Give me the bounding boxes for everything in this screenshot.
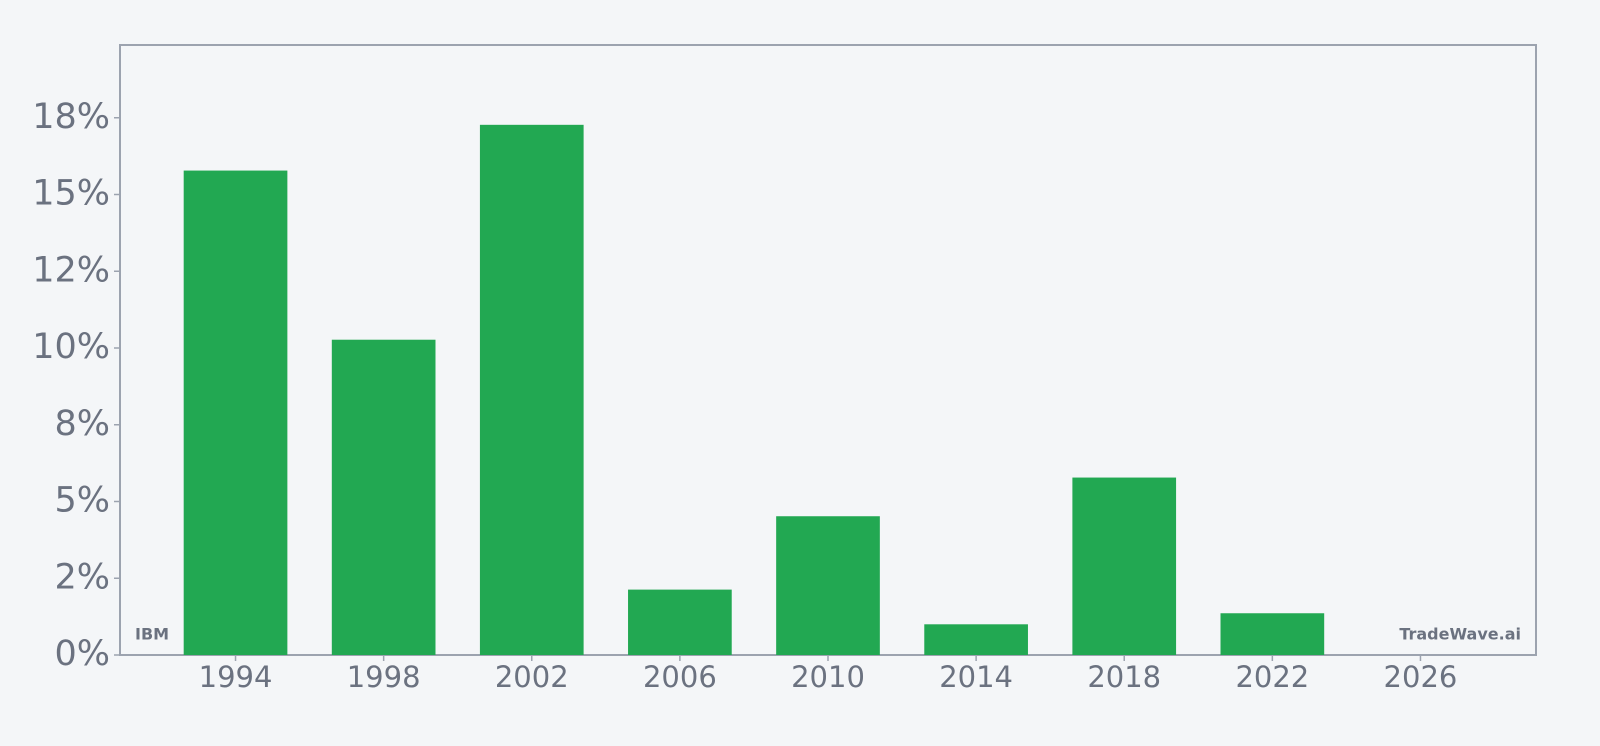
y-tick-label: 18% [32, 97, 110, 137]
bar [628, 589, 732, 655]
bar [924, 624, 1028, 655]
x-tick-label: 2026 [1384, 660, 1458, 694]
bar [479, 124, 584, 655]
x-tick-label: 2022 [1235, 660, 1309, 694]
x-tick-label: 2002 [495, 660, 569, 694]
bar [331, 339, 436, 655]
y-tick-label: 12% [32, 250, 110, 290]
bar [1220, 613, 1325, 655]
x-tick-label: 2006 [643, 660, 717, 694]
annotation: TradeWave.ai [1399, 625, 1521, 644]
y-tick-label: 15% [32, 174, 110, 214]
y-tick-label: 5% [54, 481, 110, 521]
y-tick-label: 10% [32, 327, 110, 367]
bar [183, 170, 288, 655]
x-tick-label: 1998 [347, 660, 421, 694]
x-tick-label: 2010 [791, 660, 865, 694]
bar [1072, 477, 1177, 655]
y-tick-label: 0% [54, 634, 110, 674]
y-tick-label: 8% [54, 404, 110, 444]
x-tick-label: 2018 [1087, 660, 1161, 694]
annotation: IBM [135, 625, 169, 644]
x-tick-label: 1994 [199, 660, 273, 694]
bar [776, 516, 880, 655]
y-tick-label: 2% [54, 557, 110, 597]
x-tick-label: 2014 [939, 660, 1013, 694]
